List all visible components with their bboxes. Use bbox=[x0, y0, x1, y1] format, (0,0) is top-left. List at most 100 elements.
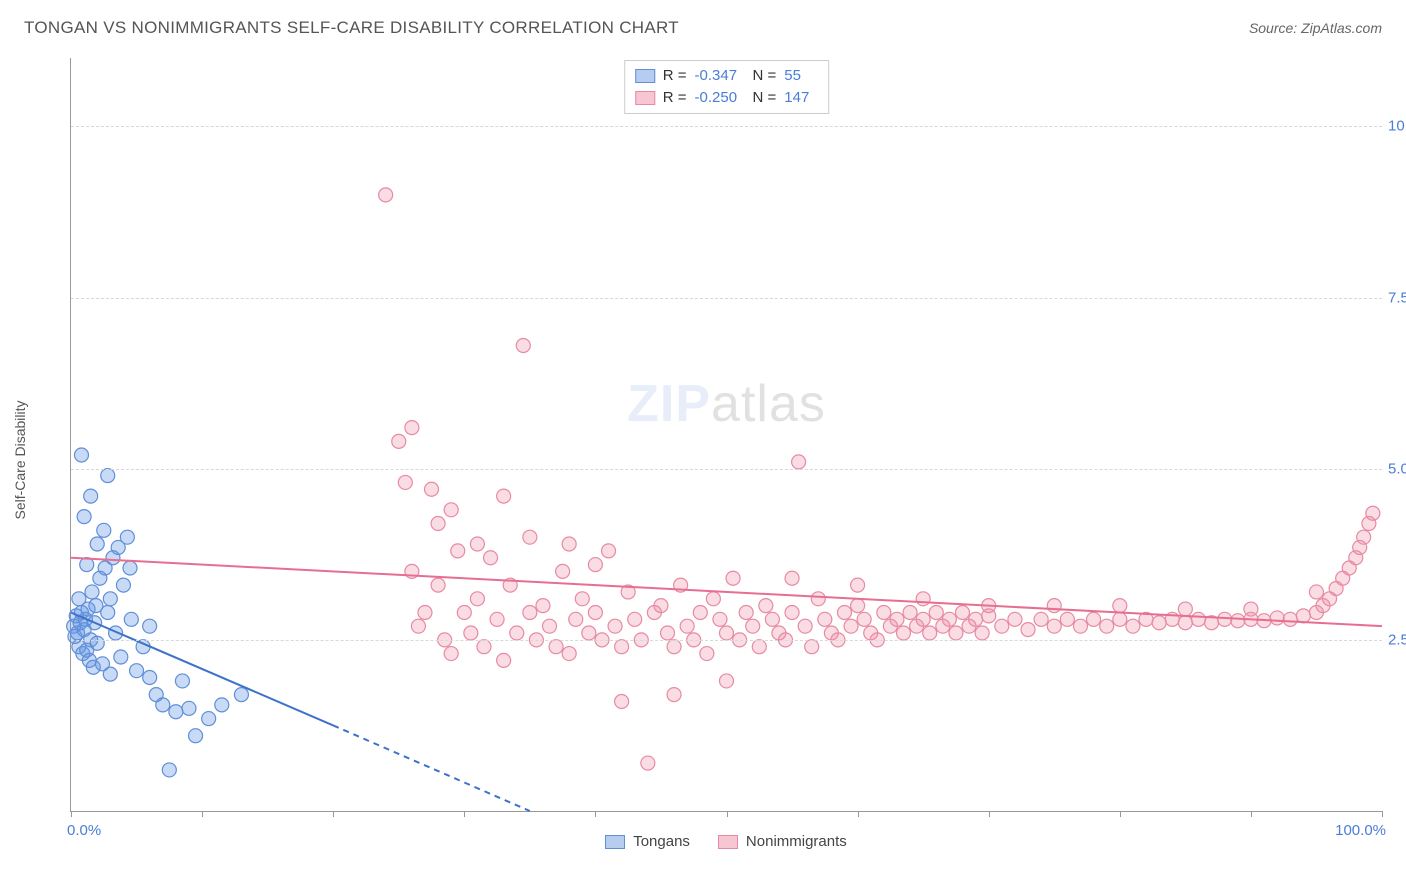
scatter-point-tongans bbox=[130, 664, 144, 678]
gridline bbox=[71, 469, 1382, 470]
scatter-point-nonimmigrants bbox=[929, 605, 943, 619]
swatch-tongans bbox=[635, 69, 655, 83]
scatter-point-nonimmigrants bbox=[713, 612, 727, 626]
scatter-point-nonimmigrants bbox=[837, 605, 851, 619]
chart-root: TONGAN VS NONIMMIGRANTS SELF-CARE DISABI… bbox=[0, 0, 1406, 892]
scatter-point-nonimmigrants bbox=[955, 605, 969, 619]
scatter-point-nonimmigrants bbox=[575, 592, 589, 606]
ytick-label: 10.0% bbox=[1388, 118, 1406, 135]
scatter-point-nonimmigrants bbox=[896, 626, 910, 640]
scatter-point-tongans bbox=[120, 530, 134, 544]
gridline bbox=[71, 640, 1382, 641]
scatter-point-nonimmigrants bbox=[543, 619, 557, 633]
scatter-point-nonimmigrants bbox=[857, 612, 871, 626]
scatter-point-nonimmigrants bbox=[942, 612, 956, 626]
scatter-point-nonimmigrants bbox=[484, 551, 498, 565]
scatter-point-nonimmigrants bbox=[418, 605, 432, 619]
scatter-point-nonimmigrants bbox=[490, 612, 504, 626]
stats-row-tongans: R =-0.347N =55 bbox=[635, 65, 819, 87]
scatter-point-nonimmigrants bbox=[1357, 530, 1371, 544]
yaxis-title: Self-Care Disability bbox=[12, 400, 28, 519]
scatter-point-tongans bbox=[143, 619, 157, 633]
scatter-point-nonimmigrants bbox=[923, 626, 937, 640]
ytick-label: 7.5% bbox=[1388, 289, 1406, 306]
scatter-point-nonimmigrants bbox=[477, 640, 491, 654]
scatter-point-nonimmigrants bbox=[785, 571, 799, 585]
scatter-point-nonimmigrants bbox=[818, 612, 832, 626]
legend-label: Tongans bbox=[633, 833, 690, 850]
scatter-point-nonimmigrants bbox=[1191, 612, 1205, 626]
stats-n-label: N = bbox=[753, 87, 777, 109]
scatter-point-nonimmigrants bbox=[890, 612, 904, 626]
scatter-point-nonimmigrants bbox=[1126, 619, 1140, 633]
scatter-point-tongans bbox=[77, 510, 91, 524]
scatter-point-tongans bbox=[169, 705, 183, 719]
scatter-point-nonimmigrants bbox=[497, 653, 511, 667]
scatter-point-tongans bbox=[202, 712, 216, 726]
scatter-point-nonimmigrants bbox=[497, 489, 511, 503]
scatter-point-nonimmigrants bbox=[392, 434, 406, 448]
xtick bbox=[71, 811, 72, 817]
scatter-point-nonimmigrants bbox=[798, 619, 812, 633]
plot-svg bbox=[71, 58, 1382, 811]
scatter-point-nonimmigrants bbox=[451, 544, 465, 558]
scatter-point-nonimmigrants bbox=[1100, 619, 1114, 633]
scatter-point-nonimmigrants bbox=[1047, 599, 1061, 613]
scatter-point-tongans bbox=[162, 763, 176, 777]
chart-title: TONGAN VS NONIMMIGRANTS SELF-CARE DISABI… bbox=[24, 18, 679, 38]
ytick-label: 5.0% bbox=[1388, 460, 1406, 477]
scatter-point-nonimmigrants bbox=[1178, 602, 1192, 616]
scatter-point-nonimmigrants bbox=[1060, 612, 1074, 626]
scatter-point-nonimmigrants bbox=[752, 640, 766, 654]
stats-r-value: -0.250 bbox=[695, 87, 745, 109]
stats-legend-box: R =-0.347N =55R =-0.250N =147 bbox=[624, 60, 830, 114]
scatter-point-nonimmigrants bbox=[1244, 602, 1258, 616]
scatter-point-nonimmigrants bbox=[1008, 612, 1022, 626]
scatter-point-nonimmigrants bbox=[1034, 612, 1048, 626]
scatter-point-tongans bbox=[234, 688, 248, 702]
scatter-point-nonimmigrants bbox=[431, 516, 445, 530]
scatter-point-tongans bbox=[123, 561, 137, 575]
ytick-label: 2.5% bbox=[1388, 631, 1406, 648]
scatter-point-nonimmigrants bbox=[792, 455, 806, 469]
scatter-point-nonimmigrants bbox=[602, 544, 616, 558]
scatter-point-nonimmigrants bbox=[1073, 619, 1087, 633]
stats-r-label: R = bbox=[663, 87, 687, 109]
scatter-point-nonimmigrants bbox=[615, 694, 629, 708]
scatter-point-nonimmigrants bbox=[720, 626, 734, 640]
scatter-point-nonimmigrants bbox=[969, 612, 983, 626]
legend-item-tongans: Tongans bbox=[605, 833, 690, 850]
scatter-point-nonimmigrants bbox=[805, 640, 819, 654]
scatter-point-nonimmigrants bbox=[470, 592, 484, 606]
scatter-point-nonimmigrants bbox=[720, 674, 734, 688]
scatter-point-nonimmigrants bbox=[431, 578, 445, 592]
stats-n-label: N = bbox=[753, 65, 777, 87]
scatter-point-nonimmigrants bbox=[464, 626, 478, 640]
stats-r-value: -0.347 bbox=[695, 65, 745, 87]
scatter-point-nonimmigrants bbox=[411, 619, 425, 633]
scatter-point-tongans bbox=[124, 612, 138, 626]
swatch-nonimmigrants bbox=[635, 91, 655, 105]
scatter-point-nonimmigrants bbox=[975, 626, 989, 640]
scatter-point-nonimmigrants bbox=[569, 612, 583, 626]
plot-area: ZIPatlas R =-0.347N =55R =-0.250N =147 0… bbox=[70, 58, 1382, 812]
scatter-point-nonimmigrants bbox=[739, 605, 753, 619]
scatter-point-nonimmigrants bbox=[562, 647, 576, 661]
scatter-point-nonimmigrants bbox=[1366, 506, 1380, 520]
legend-swatch-tongans bbox=[605, 835, 625, 849]
scatter-point-nonimmigrants bbox=[641, 756, 655, 770]
scatter-point-nonimmigrants bbox=[444, 647, 458, 661]
scatter-point-tongans bbox=[189, 729, 203, 743]
scatter-point-nonimmigrants bbox=[588, 558, 602, 572]
xtick bbox=[727, 811, 728, 817]
scatter-point-nonimmigrants bbox=[1113, 599, 1127, 613]
scatter-point-nonimmigrants bbox=[1309, 585, 1323, 599]
scatter-point-nonimmigrants bbox=[1087, 612, 1101, 626]
scatter-point-nonimmigrants bbox=[680, 619, 694, 633]
scatter-point-nonimmigrants bbox=[844, 619, 858, 633]
scatter-point-nonimmigrants bbox=[654, 599, 668, 613]
scatter-point-nonimmigrants bbox=[510, 626, 524, 640]
title-row: TONGAN VS NONIMMIGRANTS SELF-CARE DISABI… bbox=[24, 18, 1382, 38]
stats-r-label: R = bbox=[663, 65, 687, 87]
scatter-point-tongans bbox=[103, 667, 117, 681]
